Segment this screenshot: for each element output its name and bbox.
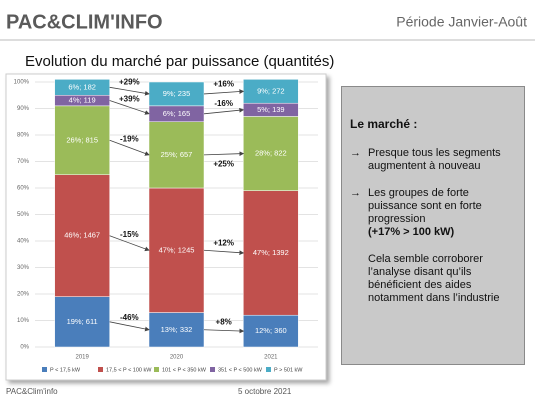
value-label: 5%; 139 bbox=[257, 105, 285, 114]
y-tick-label: 90% bbox=[17, 106, 30, 112]
x-tick-label: 2021 bbox=[264, 355, 278, 361]
evolution-arrow bbox=[109, 235, 150, 252]
annotation: -46% bbox=[120, 313, 139, 322]
evolution-arrow bbox=[203, 328, 245, 334]
y-tick-label: 100% bbox=[14, 80, 30, 86]
bar-segment bbox=[54, 174, 110, 297]
legend-label: 351 < P < 500 kW bbox=[218, 367, 263, 373]
bullet: Presque tous les segments augmentent à n… bbox=[350, 147, 514, 173]
y-tick-label: 60% bbox=[17, 186, 30, 192]
evolution-arrow bbox=[109, 100, 150, 115]
bar-segment bbox=[54, 296, 110, 348]
evolution-arrow bbox=[109, 86, 150, 96]
value-label: 6%; 165 bbox=[163, 109, 191, 118]
y-tick-label: 30% bbox=[17, 265, 30, 271]
annotation: -16% bbox=[214, 99, 233, 108]
legend-label: P < 17,5 kW bbox=[50, 367, 81, 373]
y-tick-label: 0% bbox=[20, 345, 29, 351]
panel-heading: Le marché : bbox=[350, 117, 418, 131]
value-label: 4%; 119 bbox=[69, 96, 96, 105]
x-tick-label: 2019 bbox=[75, 355, 89, 361]
value-label: 12%; 360 bbox=[255, 326, 287, 335]
y-tick-label: 20% bbox=[17, 292, 30, 298]
annotation: +16% bbox=[213, 80, 234, 89]
bar-segment bbox=[243, 116, 299, 191]
y-tick-label: 80% bbox=[17, 133, 30, 139]
annotation: -19% bbox=[120, 135, 139, 144]
bullet-emphasis: (+17% > 100 kW) bbox=[368, 226, 455, 238]
chart-title: Evolution du marché par puissance (quant… bbox=[25, 53, 334, 70]
legend-label: 101 < P < 350 kW bbox=[162, 367, 207, 373]
legend-label: 17,5 < P < 100 kW bbox=[106, 367, 152, 373]
annotation: +29% bbox=[119, 78, 140, 87]
x-tick-label: 2020 bbox=[170, 355, 184, 361]
legend-label: P > 501 kW bbox=[274, 367, 303, 373]
evolution-arrow bbox=[203, 89, 245, 95]
evolution-arrow bbox=[109, 139, 150, 156]
value-label: 9%; 272 bbox=[257, 86, 285, 95]
bar-segment bbox=[243, 314, 299, 348]
value-label: 28%; 822 bbox=[255, 149, 287, 158]
text-panel: Le marché : Presque tous les segments au… bbox=[341, 86, 525, 365]
value-label: 46%; 1467 bbox=[64, 231, 100, 240]
value-label: 26%; 815 bbox=[66, 135, 98, 144]
bullet: Les groupes de forte puissance sont en f… bbox=[350, 187, 514, 239]
value-label: 47%; 1392 bbox=[253, 248, 289, 257]
legend-swatch bbox=[98, 367, 103, 372]
bullet-text: Les groupes de forte puissance sont en f… bbox=[368, 187, 482, 225]
evolution-arrow bbox=[203, 249, 245, 256]
y-tick-label: 50% bbox=[17, 212, 30, 218]
footer-left: PAC&Clim'info bbox=[6, 387, 58, 396]
annotation: +39% bbox=[119, 94, 140, 103]
evolution-arrow bbox=[109, 321, 150, 332]
bar-segment bbox=[148, 312, 205, 348]
value-label: 6%; 182 bbox=[68, 82, 96, 91]
y-tick-label: 10% bbox=[17, 318, 30, 324]
logo: PAC&CLIM'INFO bbox=[6, 11, 163, 33]
annotation: +25% bbox=[213, 159, 234, 168]
y-tick-label: 70% bbox=[17, 159, 30, 165]
annotation: -15% bbox=[120, 230, 139, 239]
y-tick-label: 40% bbox=[17, 239, 30, 245]
value-label: 13%; 332 bbox=[161, 325, 193, 334]
bullet-text: Presque tous les segments augmentent à n… bbox=[368, 147, 501, 172]
annotation: +8% bbox=[216, 318, 232, 327]
legend-swatch bbox=[210, 367, 215, 372]
legend-swatch bbox=[266, 367, 271, 372]
period: Période Janvier-Août bbox=[396, 14, 527, 30]
value-label: 47%; 1245 bbox=[159, 245, 195, 254]
legend-swatch bbox=[154, 367, 159, 372]
value-label: 19%; 611 bbox=[67, 317, 98, 326]
evolution-arrow bbox=[203, 151, 245, 157]
bar-segment bbox=[148, 187, 205, 313]
note: Cela semble corroborer l’analyse disant … bbox=[368, 253, 500, 304]
footer-date: 5 octobre 2021 bbox=[238, 387, 292, 396]
legend-swatch bbox=[42, 367, 47, 372]
value-label: 25%; 657 bbox=[161, 150, 193, 159]
value-label: 9%; 235 bbox=[163, 89, 191, 98]
bar-segment bbox=[148, 121, 205, 189]
evolution-arrow bbox=[203, 107, 245, 115]
annotation: +12% bbox=[213, 239, 234, 248]
